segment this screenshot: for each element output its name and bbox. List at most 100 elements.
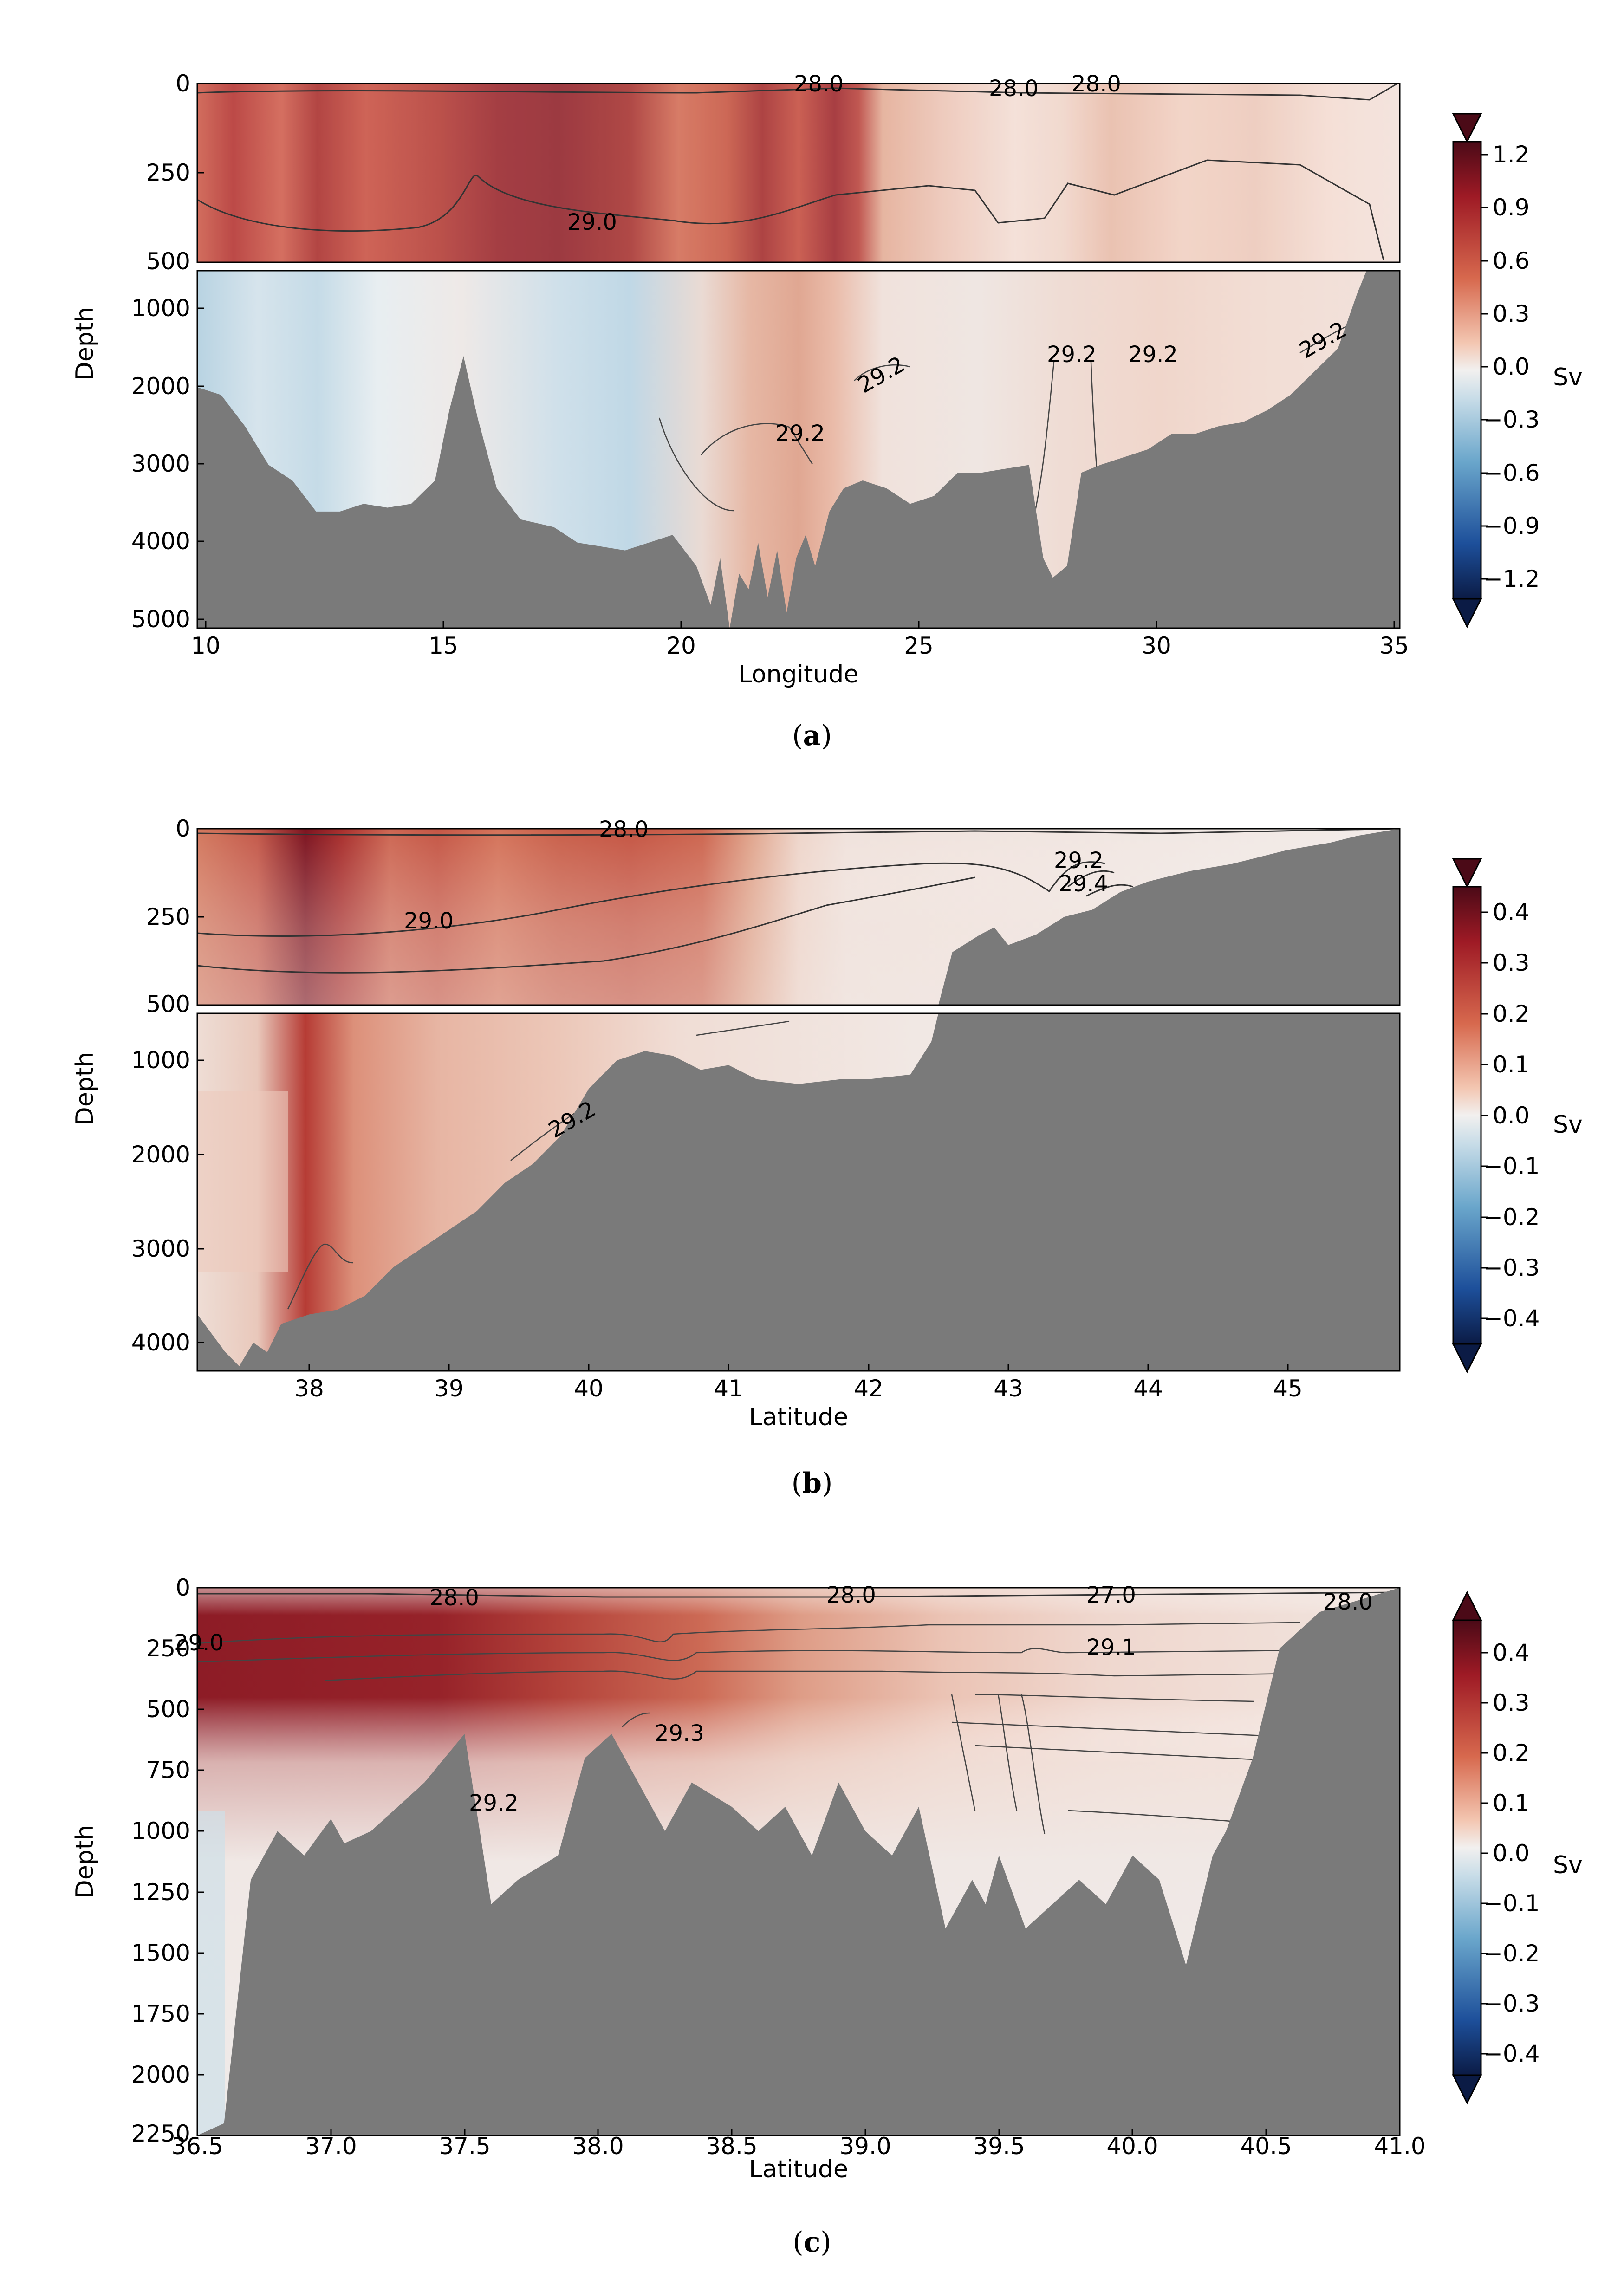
colorbar-ticks bbox=[1481, 1652, 1488, 2055]
colorbar-tick-label: 0.6 bbox=[1493, 247, 1530, 274]
colorbar-tick-label: −0.4 bbox=[1483, 1305, 1540, 1332]
x-tick-label: 38.0 bbox=[572, 2133, 624, 2160]
caption-c: (c) bbox=[793, 2226, 831, 2259]
panel-b-x-ticks: 38 39 40 41 42 43 44 45 bbox=[294, 1364, 1303, 1402]
x-tick-label: 38 bbox=[294, 1375, 324, 1402]
panel-c-frame bbox=[196, 1587, 1401, 2136]
y-tick-label: 500 bbox=[146, 1696, 190, 1723]
colorbar-tick-label: −1.2 bbox=[1483, 565, 1540, 592]
panel-a-contour-29 bbox=[197, 159, 1384, 260]
caption-letter: a bbox=[803, 720, 821, 752]
panel-a: 28.0 28.0 28.0 29.0 29.2 29.2 29.2 29.2 … bbox=[71, 70, 1583, 752]
colorbar-tick-label: −0.2 bbox=[1483, 1940, 1540, 1967]
panel-c-bathymetry bbox=[197, 1588, 1400, 2135]
panel-c-x-ticks: 36.5 37.0 37.5 38.0 38.5 39.0 39.5 40.0 … bbox=[171, 2129, 1426, 2160]
colorbar-tick-label: 0.3 bbox=[1493, 1689, 1530, 1716]
x-tick-label: 44 bbox=[1133, 1375, 1163, 1402]
y-tick-label: 1000 bbox=[131, 1047, 190, 1074]
x-tick-label: 10 bbox=[191, 632, 221, 659]
contour-label: 28.0 bbox=[794, 71, 844, 97]
y-tick-label: 2000 bbox=[131, 1141, 190, 1168]
colorbar-tick-label: −0.1 bbox=[1483, 1890, 1540, 1917]
y-tick-label: 1000 bbox=[131, 295, 190, 322]
x-tick-label: 41 bbox=[714, 1375, 743, 1402]
y-tick-label: 500 bbox=[146, 991, 190, 1018]
panel-c: 28.0 28.0 27.0 28.0 29.0 29.1 29.3 29.2 … bbox=[71, 1574, 1583, 2259]
panel-a-upper-heat-tint bbox=[197, 84, 1400, 262]
y-tick-label: 4000 bbox=[131, 528, 190, 555]
y-tick-label: 1500 bbox=[131, 1940, 190, 1966]
colorbar-tick-label: 0.0 bbox=[1493, 1102, 1530, 1129]
y-tick-label: 2250 bbox=[131, 2120, 190, 2147]
colorbar-ticks bbox=[1481, 911, 1488, 1319]
y-tick-label: 0 bbox=[175, 1574, 190, 1601]
x-tick-label: 40.5 bbox=[1240, 2133, 1292, 2160]
colorbar-tick-label: 0.0 bbox=[1493, 1840, 1530, 1867]
colorbar-tick-label: 0.2 bbox=[1493, 1000, 1530, 1027]
contour-label: 29.2 bbox=[1128, 342, 1178, 368]
panel-a-colorbar: 1.2 0.9 0.6 0.3 0.0 −0.3 −0.6 −0.9 −1.2 … bbox=[1452, 113, 1583, 629]
colorbar-label: Sv bbox=[1553, 1111, 1583, 1139]
panel-a-bathymetry bbox=[197, 271, 1400, 628]
contour-label: 29.4 bbox=[1059, 871, 1108, 897]
contour-label: 29.0 bbox=[567, 209, 617, 235]
y-tick-label: 500 bbox=[146, 248, 190, 275]
colorbar-tick-label: 0.3 bbox=[1493, 300, 1530, 327]
panel-b-lower-frame bbox=[196, 1012, 1401, 1372]
caption-b: (b) bbox=[792, 1467, 833, 1499]
panel-a-upper-field bbox=[197, 84, 1400, 262]
x-tick-label: 15 bbox=[429, 632, 458, 659]
contour-label: 28.0 bbox=[1072, 71, 1121, 97]
colorbar-tick-label: −0.6 bbox=[1483, 460, 1540, 487]
contour-label: 28.0 bbox=[429, 1585, 479, 1611]
x-axis-label: Latitude bbox=[749, 2155, 848, 2183]
panel-b: 28.0 29.0 29.2 29.2 29.4 0 250 500 1000 … bbox=[71, 815, 1583, 1499]
contour-label: 28.0 bbox=[989, 76, 1039, 102]
x-tick-label: 39.0 bbox=[839, 2133, 891, 2160]
x-tick-label: 39.5 bbox=[973, 2133, 1025, 2160]
panel-c-y-ticks: 0 250 500 750 1000 1250 1500 1750 2000 2… bbox=[131, 1574, 204, 2147]
caption-a: (a) bbox=[792, 720, 832, 752]
x-axis-label: Longitude bbox=[739, 661, 859, 688]
panel-b-upper-bathy-clip bbox=[197, 829, 1400, 1005]
x-tick-label: 30 bbox=[1142, 632, 1171, 659]
colorbar-tick-label: 0.3 bbox=[1493, 949, 1530, 976]
x-tick-label: 25 bbox=[904, 632, 934, 659]
x-tick-label: 40.0 bbox=[1106, 2133, 1158, 2160]
panel-b-deep-patch bbox=[197, 1091, 288, 1272]
y-axis-label: Depth bbox=[71, 1825, 99, 1898]
x-tick-label: 35 bbox=[1379, 632, 1409, 659]
caption-letter: b bbox=[802, 1467, 822, 1499]
contour-label: 27.0 bbox=[1086, 1582, 1136, 1608]
colorbar-label: Sv bbox=[1553, 1851, 1583, 1879]
y-tick-label: 4000 bbox=[131, 1329, 190, 1356]
colorbar-tick-label: −0.3 bbox=[1483, 406, 1540, 433]
panel-b-colorbar: 0.4 0.3 0.2 0.1 0.0 −0.1 −0.2 −0.3 −0.4 … bbox=[1452, 858, 1583, 1374]
y-tick-label: 5000 bbox=[131, 606, 190, 633]
panel-b-bathymetry bbox=[197, 1013, 1400, 1371]
panel-a-upper-heat bbox=[197, 84, 1400, 262]
panel-b-contour-28 bbox=[197, 829, 1400, 836]
caption-letter: c bbox=[804, 2226, 821, 2259]
contour-label: 29.2 bbox=[469, 1790, 519, 1816]
x-tick-label: 20 bbox=[666, 632, 696, 659]
y-tick-label: 2000 bbox=[131, 373, 190, 400]
contour-label: 29.2 bbox=[1047, 342, 1097, 368]
panel-c-field bbox=[197, 1588, 1400, 2135]
colorbar-tick-label: 0.4 bbox=[1493, 1639, 1530, 1666]
y-tick-label: 0 bbox=[175, 815, 190, 842]
contour-label: 29.0 bbox=[174, 1630, 224, 1656]
x-tick-label: 36.5 bbox=[171, 2133, 223, 2160]
y-tick-label: 1000 bbox=[131, 1817, 190, 1844]
panel-c-contour-28 bbox=[197, 1591, 1400, 1598]
colorbar-tick-label: −0.9 bbox=[1483, 513, 1540, 539]
x-tick-label: 39 bbox=[434, 1375, 464, 1402]
colorbar-tick-label: 0.9 bbox=[1493, 194, 1530, 221]
contour-label: 28.0 bbox=[599, 817, 649, 843]
x-tick-label: 37.5 bbox=[439, 2133, 490, 2160]
x-tick-label: 45 bbox=[1273, 1375, 1303, 1402]
panel-a-y-ticks: 0 250 500 1000 2000 3000 4000 5000 bbox=[131, 70, 204, 633]
colorbar-tick-label: 1.2 bbox=[1493, 141, 1530, 168]
panel-c-contours-vertical bbox=[622, 1694, 1046, 1834]
